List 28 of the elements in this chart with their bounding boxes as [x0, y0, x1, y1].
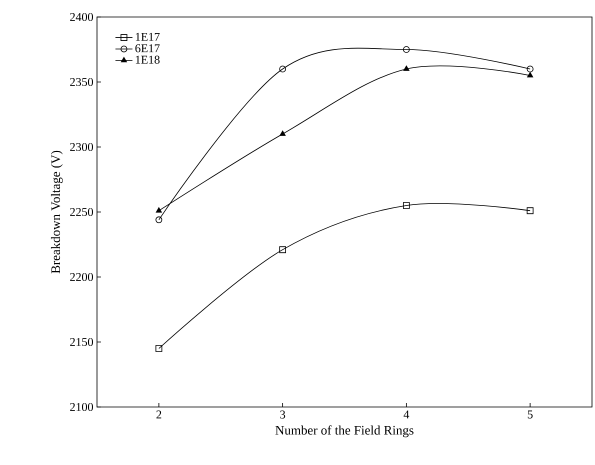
point	[527, 72, 534, 78]
point	[280, 130, 286, 136]
legend-label: 1E18	[136, 56, 160, 64]
y-axis-title: Breakdown Voltage (V)	[50, 150, 63, 274]
point	[402, 202, 410, 209]
y-tick-label: 2200	[70, 272, 94, 282]
point	[155, 216, 162, 224]
point	[403, 66, 410, 71]
point	[156, 207, 162, 213]
x-tick-label: 5	[528, 410, 533, 418]
legend-label: 1E17	[136, 32, 160, 41]
y-tick-label: 2350	[70, 78, 94, 86]
x-axis-title: Number of the Field Rings	[275, 425, 414, 438]
point	[279, 246, 286, 254]
point	[526, 207, 534, 214]
point	[526, 66, 534, 72]
point	[402, 46, 410, 53]
y-tick-label: 2250	[70, 208, 94, 216]
legend-label: 6E17	[135, 44, 160, 52]
y-tick-label: 2400	[70, 12, 94, 22]
x-tick-label: 4	[404, 410, 410, 418]
point	[155, 345, 162, 352]
x-tick-label: 3	[280, 410, 286, 419]
y-tick-label: 2150	[70, 338, 94, 346]
y-tick-label: 2300	[70, 142, 94, 152]
x-tick-label: 2	[156, 410, 162, 418]
y-tick-label: 2100	[70, 402, 94, 412]
point	[279, 66, 286, 72]
